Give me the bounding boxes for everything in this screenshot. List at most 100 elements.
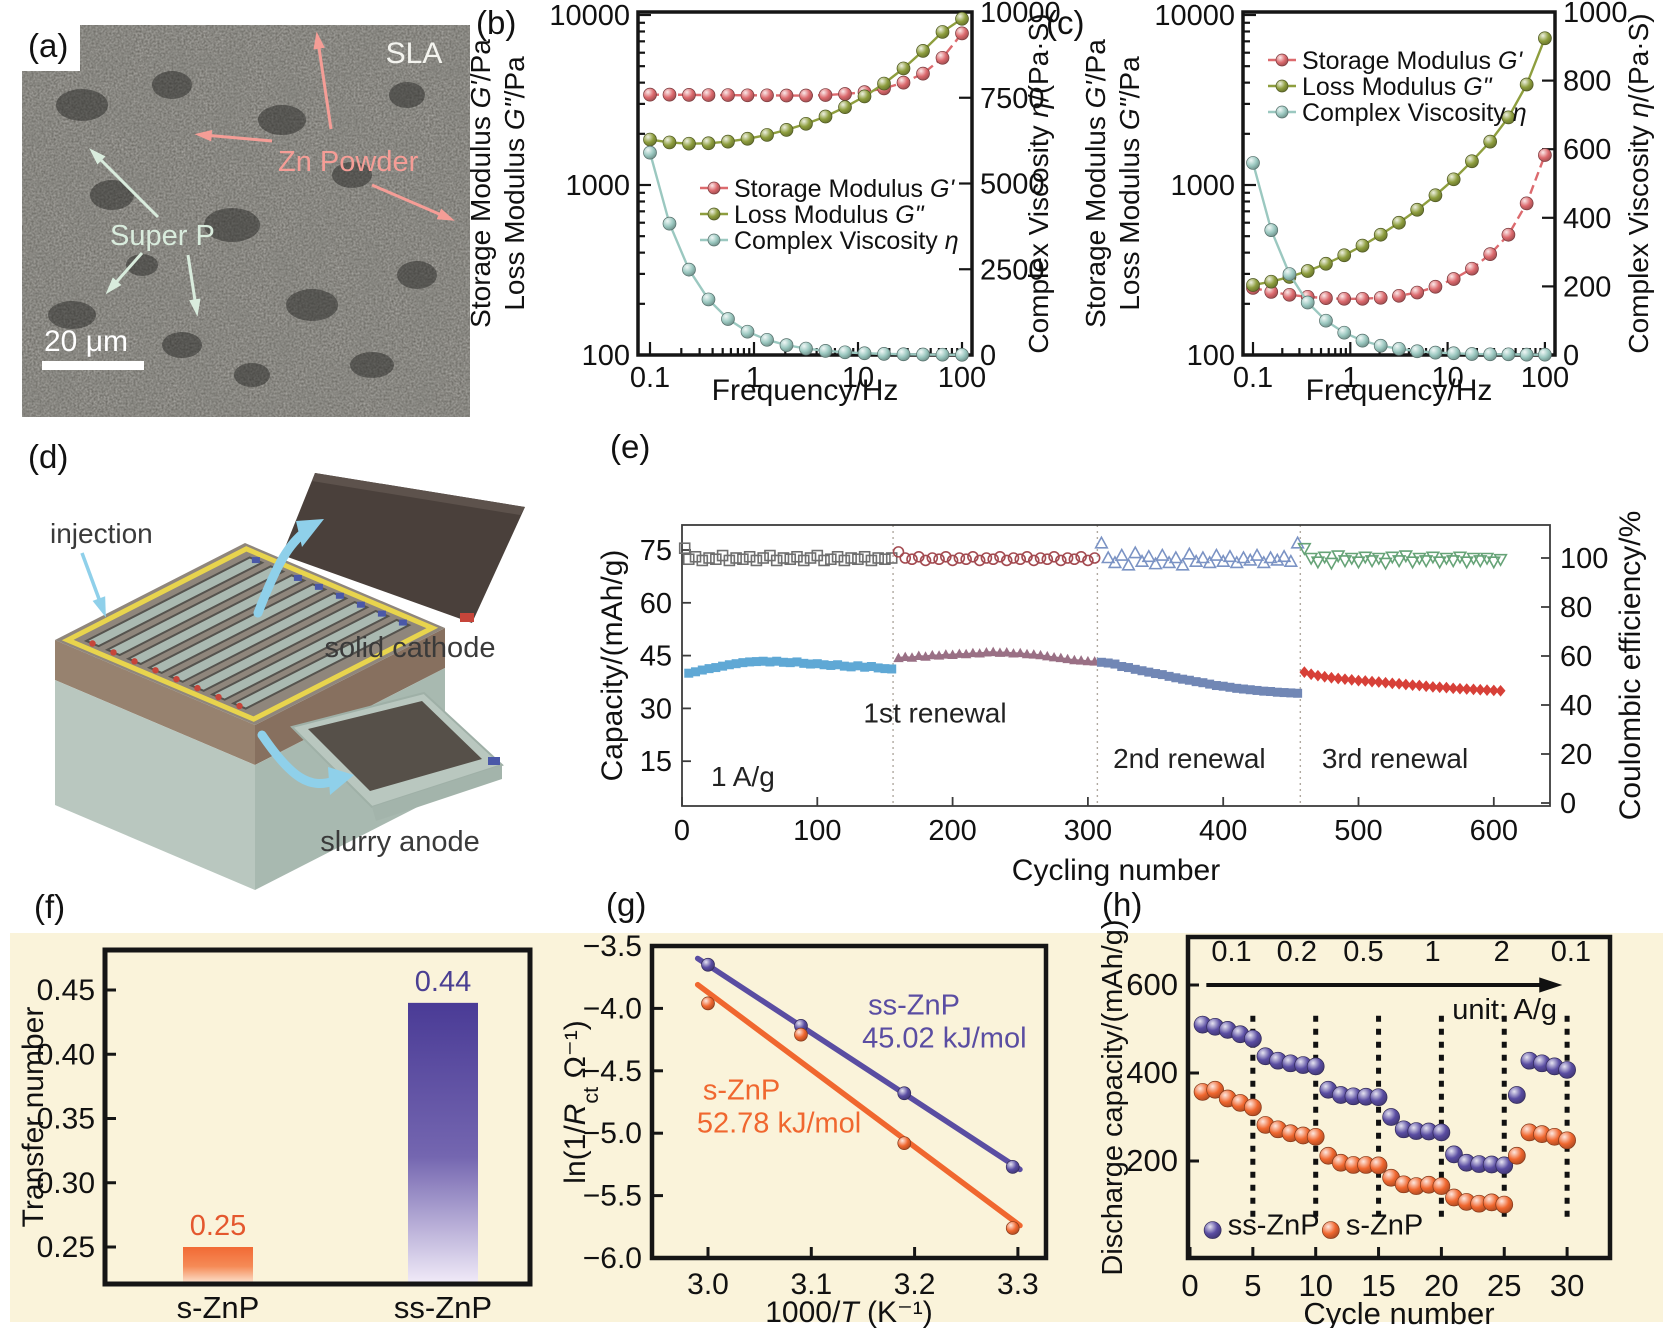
super-p-annotation: Super P [110, 220, 215, 252]
x-tick-label: 100 [793, 815, 841, 847]
panel-d-battery-schematic: injection solid cathode slurry anode [20, 435, 600, 897]
x-tick-label: 0 [1181, 1268, 1198, 1303]
y-left-tick-label: 10000 [549, 0, 630, 32]
x-tick-label: 100 [938, 362, 986, 394]
zn-powder-annotation: Zn Powder [278, 146, 419, 178]
y-right-tick-label: 7500 [980, 83, 1045, 115]
panel-g-letter: (g) [606, 886, 647, 923]
x-tick-label: 300 [1064, 815, 1112, 847]
x-axis-label: Frequency/Hz [712, 374, 899, 407]
x-tick-label: 500 [1334, 815, 1382, 847]
y-axis-label-viscosity: Complex Viscosity η/(Pa·S) [1623, 13, 1654, 353]
y-right-tick-label: 10000 [980, 0, 1061, 29]
panel-a-sem-image: SLA Zn Powder Super P 20 μm [22, 25, 470, 417]
y-tick-label: 600 [1126, 967, 1178, 1002]
renewal-annotation: 2nd renewal [1113, 743, 1266, 774]
y-tick-label: 0.40 [37, 1038, 95, 1071]
unit-note: unit: A/g [1452, 994, 1557, 1026]
y-tick-label: −4.0 [583, 992, 642, 1025]
y-axis-label-viscosity: Complex Viscosity η/(Pa·S) [1023, 13, 1054, 353]
legend-s-znp: s-ZnP [1346, 1209, 1423, 1241]
y-left-tick-label: 10000 [1154, 0, 1235, 32]
panel-h-letter: (h) [1102, 886, 1143, 923]
x-tick-label: 200 [928, 815, 976, 847]
efficiency-tick-label: 80 [1560, 592, 1592, 624]
rate-label: 0.5 [1343, 936, 1383, 968]
x-axis-label: 1000/T (K⁻¹) [765, 1296, 933, 1328]
y-left-tick-label: 1000 [1170, 170, 1235, 202]
scale-bar [42, 361, 144, 370]
panel-e-letter: (e) [610, 428, 651, 465]
y-axis-label-loss: Loss Modulus G"/Pa [1114, 56, 1145, 311]
x-tick-label: 3.0 [687, 1268, 729, 1301]
y-left-tick-label: 1000 [565, 170, 630, 202]
x-tick-label: 100 [1521, 362, 1569, 394]
y-tick-label: 0.35 [37, 1103, 95, 1136]
y-tick-label: 200 [1126, 1143, 1178, 1178]
rate-label: 2 [1494, 936, 1510, 968]
x-tick-label: 0.1 [630, 362, 670, 394]
rate-label: 0.1 [1551, 936, 1591, 968]
panel-a-letter: (a) [22, 25, 81, 71]
x-tick-label: 10 [842, 362, 874, 394]
bar-category-label: s-ZnP [177, 1290, 260, 1325]
x-tick-label: 400 [1199, 815, 1247, 847]
efficiency-tick-label: 20 [1560, 739, 1592, 771]
y-right-tick-label: 600 [1563, 134, 1611, 166]
scale-bar-label: 20 μm [44, 325, 128, 358]
x-tick-label: 5 [1244, 1268, 1261, 1303]
current-density-note: 1 A/g [711, 761, 775, 792]
legend-entry: Loss Modulus G" [734, 201, 925, 229]
slurry-anode-label: slurry anode [320, 826, 480, 858]
renewal-annotation: 3rd renewal [1322, 743, 1468, 774]
efficiency-tick-label: 0 [1560, 788, 1576, 820]
legend-ss-znp: ss-ZnP [1228, 1209, 1320, 1241]
y-axis-label: ln(1/Rct Ω⁻¹) [559, 1020, 603, 1183]
y-tick-label: 0.25 [37, 1231, 95, 1264]
panel-b-rheology-chart: 0.1 1 10 100 100 1000 10000 0 2500 5000 7500 10000 S… [465, 0, 1070, 412]
capacity-axis-label: Capacity/(mAh/g) [596, 550, 629, 782]
y-tick-label: 0.30 [37, 1167, 95, 1200]
x-tick-label: 15 [1361, 1268, 1395, 1303]
y-right-tick-label: 200 [1563, 271, 1611, 303]
y-right-tick-label: 400 [1563, 203, 1611, 235]
panel-c-letter: (c) [1046, 4, 1085, 41]
panel-f-transfer-number-chart: 0.25 s-ZnP 0.44 ss-ZnP 0.25 0.30 0.35 0.40 0.45 T… [15, 880, 590, 1328]
solid-cathode-label: solid cathode [325, 632, 496, 664]
x-tick-label: 20 [1424, 1268, 1458, 1303]
efficiency-tick-label: 60 [1560, 641, 1592, 673]
y-tick-label: −3.5 [583, 930, 642, 963]
capacity-tick-label: 15 [640, 746, 672, 778]
y-right-tick-label: 1000 [1563, 0, 1628, 29]
bar-value-label: 0.25 [190, 1210, 246, 1242]
legend-entry: Loss Modulus G" [1302, 73, 1493, 101]
y-tick-label: −4.5 [583, 1055, 642, 1088]
capacity-tick-label: 45 [640, 641, 672, 673]
panel-g-arrhenius-chart: 3.0 3.1 3.2 3.3 −3.5 −4.0 −4.5 −5.0 −5.5 −6.0 ss-Z… [555, 880, 1070, 1328]
y-axis-label: Discharge capacity/(mAh/g) [1097, 919, 1129, 1275]
y-right-tick-label: 5000 [980, 169, 1045, 201]
efficiency-axis-label: Coulombic efficiency/% [1614, 511, 1647, 821]
x-tick-label: 10 [1431, 362, 1463, 394]
legend-entry: Storage Modulus G' [1302, 47, 1523, 75]
y-tick-label: 0.45 [37, 974, 95, 1007]
efficiency-tick-label: 40 [1560, 690, 1592, 722]
rate-label: 0.1 [1211, 936, 1251, 968]
legend-entry: Complex Viscosity η [734, 227, 959, 255]
y-right-tick-label: 0 [1563, 340, 1579, 372]
activation-energy-annotation: 52.78 kJ/mol [697, 1108, 861, 1140]
series-annotation: s-ZnP [703, 1075, 780, 1107]
panel-e-cycling-chart: 0 100 200 300 400 500 600 15 30 45 60 75 0 20 40 60 80 10… [596, 425, 1673, 905]
y-right-tick-label: 800 [1563, 66, 1611, 98]
rate-label: 0.2 [1277, 936, 1317, 968]
series-annotation: ss-ZnP [868, 990, 960, 1022]
panel-f-letter: (f) [34, 888, 66, 925]
y-right-tick-label: 2500 [980, 254, 1045, 286]
x-tick-label: 600 [1470, 815, 1518, 847]
x-tick-label: 25 [1487, 1268, 1521, 1303]
bar-value-label: 0.44 [415, 966, 471, 998]
sem-sample-tag: SLA [386, 37, 443, 70]
x-tick-label: 1 [746, 362, 762, 394]
panel-b-letter: (b) [476, 4, 517, 41]
